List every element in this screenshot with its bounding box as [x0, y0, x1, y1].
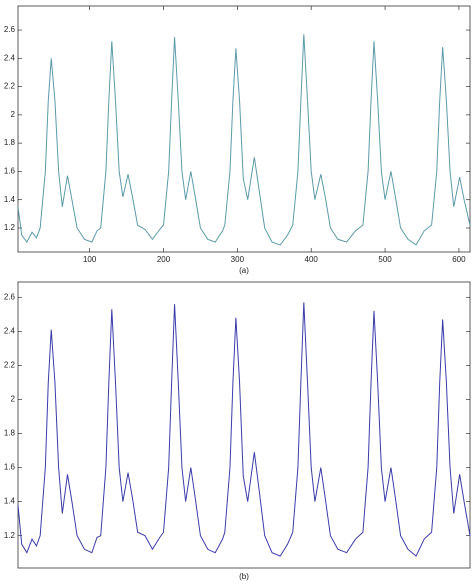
x-tick-label: 200: [157, 255, 171, 264]
panel-label: (a): [239, 266, 249, 275]
y-tick-label: 1.2: [4, 223, 16, 232]
x-tick-label: 300: [231, 255, 245, 264]
y-tick-label: 1.6: [4, 463, 16, 472]
y-tick-label: 2.6: [4, 292, 16, 301]
y-tick-label: 1.4: [4, 497, 16, 506]
signal-line: [17, 34, 471, 246]
y-tick-label: 1.8: [4, 138, 16, 147]
x-tick-label: 500: [378, 255, 392, 264]
y-tick-label: 1.4: [4, 195, 16, 204]
y-tick-label: 2.4: [4, 53, 16, 62]
y-tick-label: 2: [11, 110, 16, 119]
x-tick-label: 100: [83, 255, 97, 264]
signal-line: [17, 302, 471, 557]
y-tick-label: 2.6: [4, 25, 16, 34]
plot-frame: [17, 281, 471, 569]
y-tick-label: 2.2: [4, 361, 16, 370]
x-tick-label: 400: [305, 255, 319, 264]
y-tick-label: 1.6: [4, 167, 16, 176]
x-tick-label: 600: [452, 255, 466, 264]
y-tick-label: 1.8: [4, 429, 16, 438]
plot-frame: [17, 5, 471, 253]
panel-label: (b): [239, 572, 249, 581]
y-tick-label: 1.2: [4, 531, 16, 540]
y-tick-label: 2.2: [4, 82, 16, 91]
y-tick-label: 2.4: [4, 326, 16, 335]
y-tick-label: 2: [11, 395, 16, 404]
